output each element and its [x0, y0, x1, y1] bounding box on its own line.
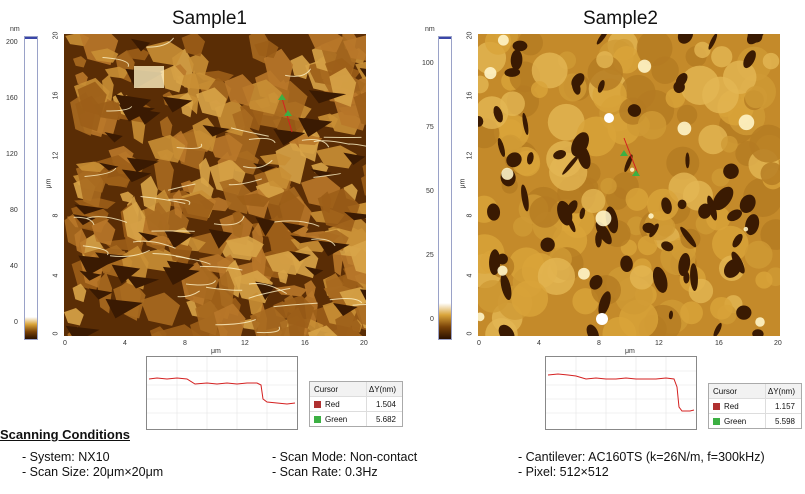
sample1-cbar-tick: 200: [6, 39, 18, 46]
condition-pixel: - Pixel: 512×512: [518, 465, 609, 479]
sample2-cursor-row-red: Red 1.157: [709, 398, 801, 413]
cursor-value: 1.504: [366, 397, 402, 411]
sample1-line-profile: [146, 356, 298, 430]
sample2-cbar-tick: 25: [426, 252, 434, 259]
condition-scan-mode: - Scan Mode: Non-contact: [272, 450, 418, 464]
sample1-x-unit: μm: [211, 348, 221, 355]
dy-header-label: ΔY(nm): [765, 384, 801, 398]
red-swatch: [713, 402, 720, 410]
sample1-y-tick: 12: [52, 151, 60, 160]
condition-cantilever: - Cantilever: AC160TS (k=26N/m, f=300kHz…: [518, 450, 765, 464]
cursor-value: 1.157: [765, 399, 801, 413]
sample2-x-tick: 16: [715, 340, 723, 347]
sample1-cursor-row-green: Green 5.682: [310, 411, 402, 426]
sample2-afm-image: [478, 34, 780, 336]
sample1-colorbar: [24, 36, 38, 340]
sample2-title: Sample2: [583, 8, 658, 29]
sample2-x-unit: μm: [625, 348, 635, 355]
sample1-cursor-row-red: Red 1.504: [310, 396, 402, 411]
sample1-colorbar-gradient: [25, 317, 37, 339]
sample2-y-tick: 0: [466, 331, 474, 336]
sample2-x-tick: 12: [655, 340, 663, 347]
green-swatch: [713, 417, 720, 425]
sample2-colorbar: [438, 36, 452, 340]
sample1-colorbar-unit: nm: [10, 26, 20, 33]
sample2-y-tick: 12: [466, 151, 474, 160]
cursor-header-label: Cursor: [314, 384, 339, 394]
cursor-value: 5.598: [765, 414, 801, 428]
condition-system: - System: NX10: [22, 450, 110, 464]
sample1-afm-texture: [64, 34, 366, 336]
cursor-name: Green: [724, 416, 747, 426]
sample2-colorbar-top: [439, 37, 451, 39]
sample1-title: Sample1: [172, 8, 247, 29]
sample1-y-tick: 0: [52, 331, 60, 336]
sample2-y-tick: 4: [466, 273, 474, 278]
sample2-profile-plot: [546, 357, 696, 429]
sample2-cbar-tick: 75: [426, 124, 434, 131]
scanning-conditions-heading: Scanning Conditions: [0, 427, 130, 442]
cursor-header-label: Cursor: [713, 386, 738, 396]
sample1-profile-plot: [147, 357, 297, 429]
sample1-y-tick: 20: [52, 31, 60, 40]
sample2-afm-texture: [478, 34, 780, 336]
condition-scan-size: - Scan Size: 20μm×20μm: [22, 465, 164, 479]
sample1-y-unit: μm: [45, 178, 53, 189]
dy-header-label: ΔY(nm): [366, 382, 402, 396]
sample1-y-tick: 4: [52, 273, 60, 278]
sample2-colorbar-unit: nm: [425, 26, 435, 33]
sample1-x-tick: 20: [360, 340, 368, 347]
condition-scan-rate: - Scan Rate: 0.3Hz: [272, 465, 378, 479]
sample2-x-tick: 20: [774, 340, 782, 347]
sample2-colorbar-gradient: [439, 303, 451, 339]
sample1-cbar-tick: 40: [10, 263, 18, 270]
sample2-y-tick: 8: [466, 213, 474, 218]
sample1-cursor-table: Cursor ΔY(nm) Red 1.504 Green 5.682: [309, 381, 403, 427]
sample2-cursor-row-green: Green 5.598: [709, 413, 801, 428]
sample2-cursor-header: Cursor ΔY(nm): [709, 384, 801, 398]
cursor-name: Green: [325, 414, 348, 424]
sample1-cbar-tick: 160: [6, 95, 18, 102]
sample1-cbar-tick: 80: [10, 207, 18, 214]
sample1-cursor-header: Cursor ΔY(nm): [310, 382, 402, 396]
sample1-afm-image: [64, 34, 366, 336]
sample2-x-tick: 0: [477, 340, 481, 347]
sample1-cbar-tick: 120: [6, 151, 18, 158]
sample1-y-tick: 8: [52, 213, 60, 218]
green-swatch: [314, 415, 321, 423]
sample2-line-profile: [545, 356, 697, 430]
sample1-cbar-tick: 0: [14, 319, 18, 326]
sample1-colorbar-top: [25, 37, 37, 39]
red-swatch: [314, 400, 321, 408]
sample2-y-tick: 20: [466, 31, 474, 40]
sample2-cbar-tick: 50: [426, 188, 434, 195]
cursor-value: 5.682: [366, 412, 402, 426]
sample2-y-unit: μm: [459, 178, 467, 189]
sample1-x-tick: 0: [63, 340, 67, 347]
sample1-x-tick: 12: [241, 340, 249, 347]
sample1-x-tick: 4: [123, 340, 127, 347]
cursor-name: Red: [325, 399, 340, 409]
sample1-y-tick: 16: [52, 91, 60, 100]
sample2-cbar-tick: 0: [430, 316, 434, 323]
sample2-cursor-table: Cursor ΔY(nm) Red 1.157 Green 5.598: [708, 383, 802, 429]
sample2-x-tick: 8: [597, 340, 601, 347]
cursor-name: Red: [724, 401, 739, 411]
sample1-x-tick: 16: [301, 340, 309, 347]
sample2-y-tick: 16: [466, 91, 474, 100]
sample2-x-tick: 4: [537, 340, 541, 347]
sample1-x-tick: 8: [183, 340, 187, 347]
sample2-cbar-tick: 100: [422, 60, 434, 67]
